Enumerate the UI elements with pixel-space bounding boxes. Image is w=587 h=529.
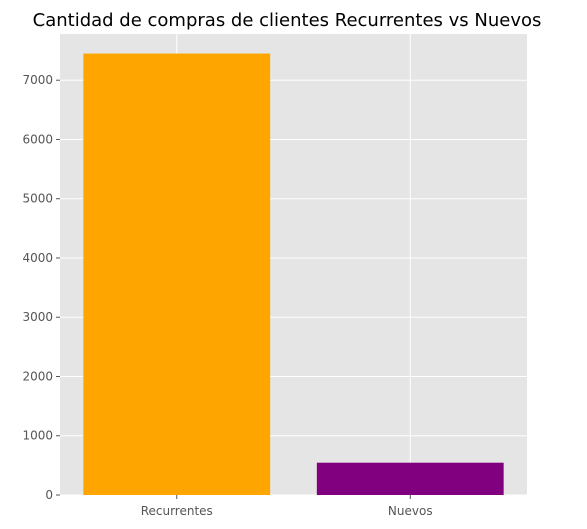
y-tick-label: 7000 (22, 73, 53, 87)
y-tick-label: 3000 (22, 310, 53, 324)
x-tick-label-nuevos: Nuevos (388, 504, 433, 518)
y-tick-label: 2000 (22, 369, 53, 383)
chart-title: Cantidad de compras de clientes Recurren… (33, 10, 542, 31)
y-tick-label: 4000 (22, 251, 53, 265)
x-tick-label-recurrentes: Recurrentes (141, 504, 213, 518)
bar-recurrentes (83, 53, 271, 495)
y-tick-label: 0 (45, 488, 53, 502)
bars (83, 53, 504, 495)
y-tick-label: 1000 (22, 429, 53, 443)
y-tick-label: 6000 (22, 132, 53, 146)
bar-nuevos (316, 462, 504, 495)
y-tick-label: 5000 (22, 192, 53, 206)
y-axis-ticks: 0 1000 2000 3000 4000 5000 6000 7000 (22, 73, 60, 502)
x-axis-ticks: Recurrentes Nuevos (141, 495, 433, 518)
